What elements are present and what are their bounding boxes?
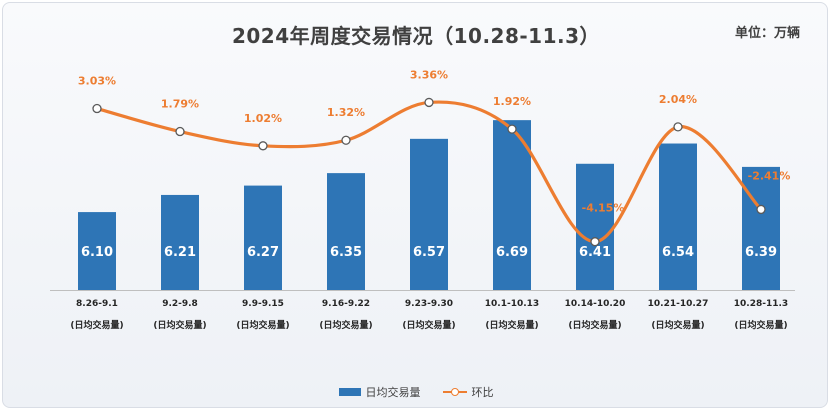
line-series-path	[95, 100, 763, 244]
x-tick-sublabel: (日均交易量)	[485, 319, 538, 331]
bar-value-label: 6.10	[81, 245, 113, 260]
bar	[244, 185, 282, 290]
legend-item-bar: 日均交易量	[338, 384, 421, 400]
bar	[493, 120, 531, 291]
x-tick-sublabel: (日均交易量)	[651, 319, 704, 331]
x-tick-label: 10.21-10.27	[648, 299, 709, 309]
bar-value-label: 6.41	[579, 245, 611, 260]
x-tick-sublabel: (日均交易量)	[236, 319, 289, 331]
bar-value-label: 6.21	[164, 245, 196, 260]
legend-label-bar: 日均交易量	[365, 386, 421, 399]
line-value-label: 3.36%	[410, 68, 448, 81]
line-value-label: 2.04%	[659, 93, 697, 106]
legend-label-line: 环比	[471, 386, 494, 399]
x-tick-sublabel: (日均交易量)	[734, 319, 787, 331]
bar	[576, 163, 614, 290]
line-value-label: 1.79%	[161, 98, 199, 111]
legend: 日均交易量 环比	[0, 384, 832, 400]
bar-value-label: 6.27	[247, 245, 279, 260]
bar	[742, 166, 780, 290]
x-tick-label: 9.16-9.22	[322, 299, 370, 309]
x-tick-label: 9.23-9.30	[405, 299, 453, 309]
bar	[410, 138, 448, 290]
bar-value-label: 6.39	[745, 245, 777, 260]
bar	[78, 212, 116, 290]
line-point	[507, 124, 517, 134]
line-value-label: 1.32%	[327, 106, 365, 119]
bar	[161, 194, 199, 290]
x-tick-label: 8.26-9.1	[76, 299, 118, 309]
bar-value-label: 6.57	[413, 245, 445, 260]
legend-bar-swatch	[338, 388, 361, 396]
x-tick-sublabel: (日均交易量)	[319, 319, 372, 331]
chart-title: 2024年周度交易情况（10.28-11.3）	[231, 24, 601, 48]
x-tick-sublabel: (日均交易量)	[153, 319, 206, 331]
bar-value-label: 6.35	[330, 245, 362, 260]
bar	[327, 173, 365, 290]
line-value-label: -2.41%	[748, 169, 791, 182]
line-point	[756, 204, 766, 215]
x-tick-sublabel: (日均交易量)	[70, 319, 123, 331]
line-point	[341, 135, 351, 145]
line-value-label: 1.02%	[244, 112, 282, 125]
bar-value-label: 6.69	[496, 245, 528, 260]
x-tick-label: 10.14-10.20	[565, 299, 626, 309]
x-tick-sublabel: (日均交易量)	[402, 319, 455, 331]
line-value-label: 3.03%	[78, 75, 116, 88]
line-value-label: -4.15%	[582, 202, 625, 215]
x-tick-label: 10.28-11.3	[734, 299, 788, 309]
line-point	[673, 122, 683, 132]
x-tick-label: 9.9-9.15	[242, 299, 284, 309]
legend-line-swatch	[442, 387, 467, 397]
legend-item-line: 环比	[442, 384, 494, 400]
x-tick-label: 10.1-10.13	[485, 299, 539, 309]
line-point	[590, 237, 600, 247]
line-point	[92, 103, 102, 114]
line-point	[258, 141, 268, 151]
line-point	[175, 126, 185, 137]
line-value-label: 1.92%	[493, 95, 531, 108]
bar	[659, 143, 697, 290]
x-tick-sublabel: (日均交易量)	[568, 319, 621, 331]
x-tick-label: 9.2-9.8	[162, 299, 198, 309]
bar-value-label: 6.54	[662, 245, 694, 260]
unit-label: 单位：万辆	[734, 26, 800, 41]
line-point	[424, 97, 434, 108]
